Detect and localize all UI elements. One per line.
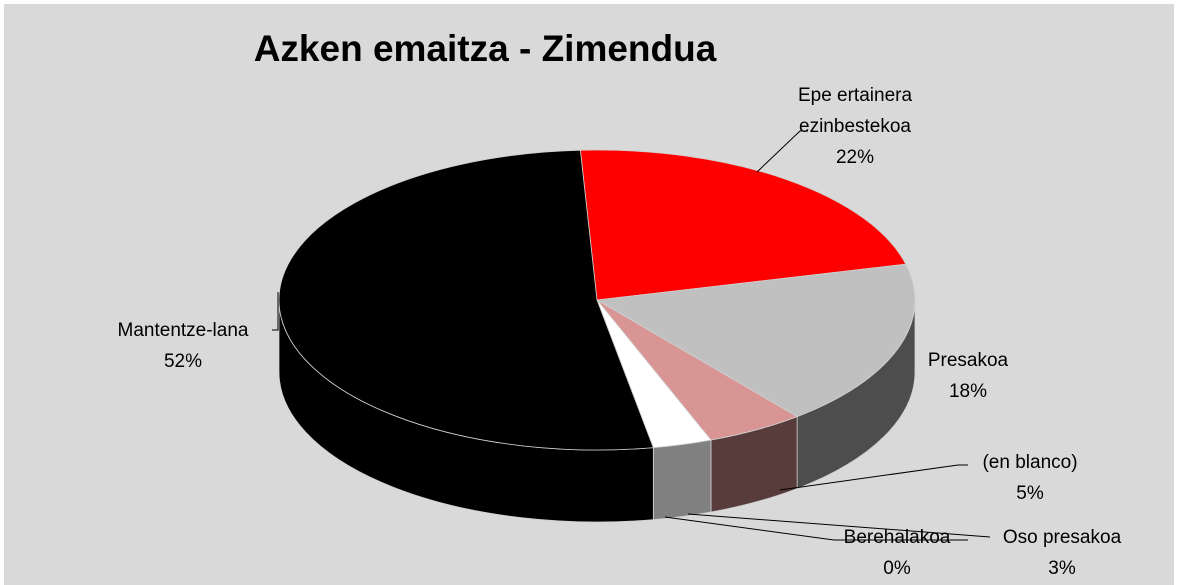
leader-line (756, 130, 808, 173)
data-label: Epe ertainera ezinbestekoa 22% (770, 80, 940, 173)
value-label: 5% (1016, 483, 1044, 504)
data-label: Presakoa 18% (928, 345, 1008, 407)
value-label: 3% (1048, 558, 1076, 579)
leader-line (687, 513, 991, 538)
category-label: Berehalakoa (843, 527, 951, 548)
leader-line (779, 464, 968, 491)
data-label: Berehalakoa 0% (844, 522, 951, 584)
data-label: (en blanco) 5% (982, 447, 1077, 509)
slice (595, 263, 916, 418)
value-label: 22% (835, 147, 875, 168)
value-label: 0% (883, 558, 911, 579)
data-label: Mantentze-lana 52% (118, 315, 249, 377)
category-label: Epe ertainera ezinbestekoa (797, 85, 913, 137)
category-label: Mantentze-lana (117, 320, 249, 341)
chart-title: Azken emaitza - Zimendua (253, 28, 717, 69)
category-label: (en blanco) (982, 452, 1078, 473)
slice (579, 149, 907, 301)
slice (278, 149, 654, 451)
value-label: 52% (163, 351, 203, 372)
leader-line (664, 516, 968, 541)
value-label: 18% (948, 381, 988, 402)
category-label: Presakoa (927, 350, 1009, 371)
category-label: Oso presakoa (1002, 527, 1122, 548)
slice-side (652, 439, 712, 521)
data-label: Oso presakoa 3% (1003, 522, 1121, 584)
leader-line (272, 292, 279, 331)
